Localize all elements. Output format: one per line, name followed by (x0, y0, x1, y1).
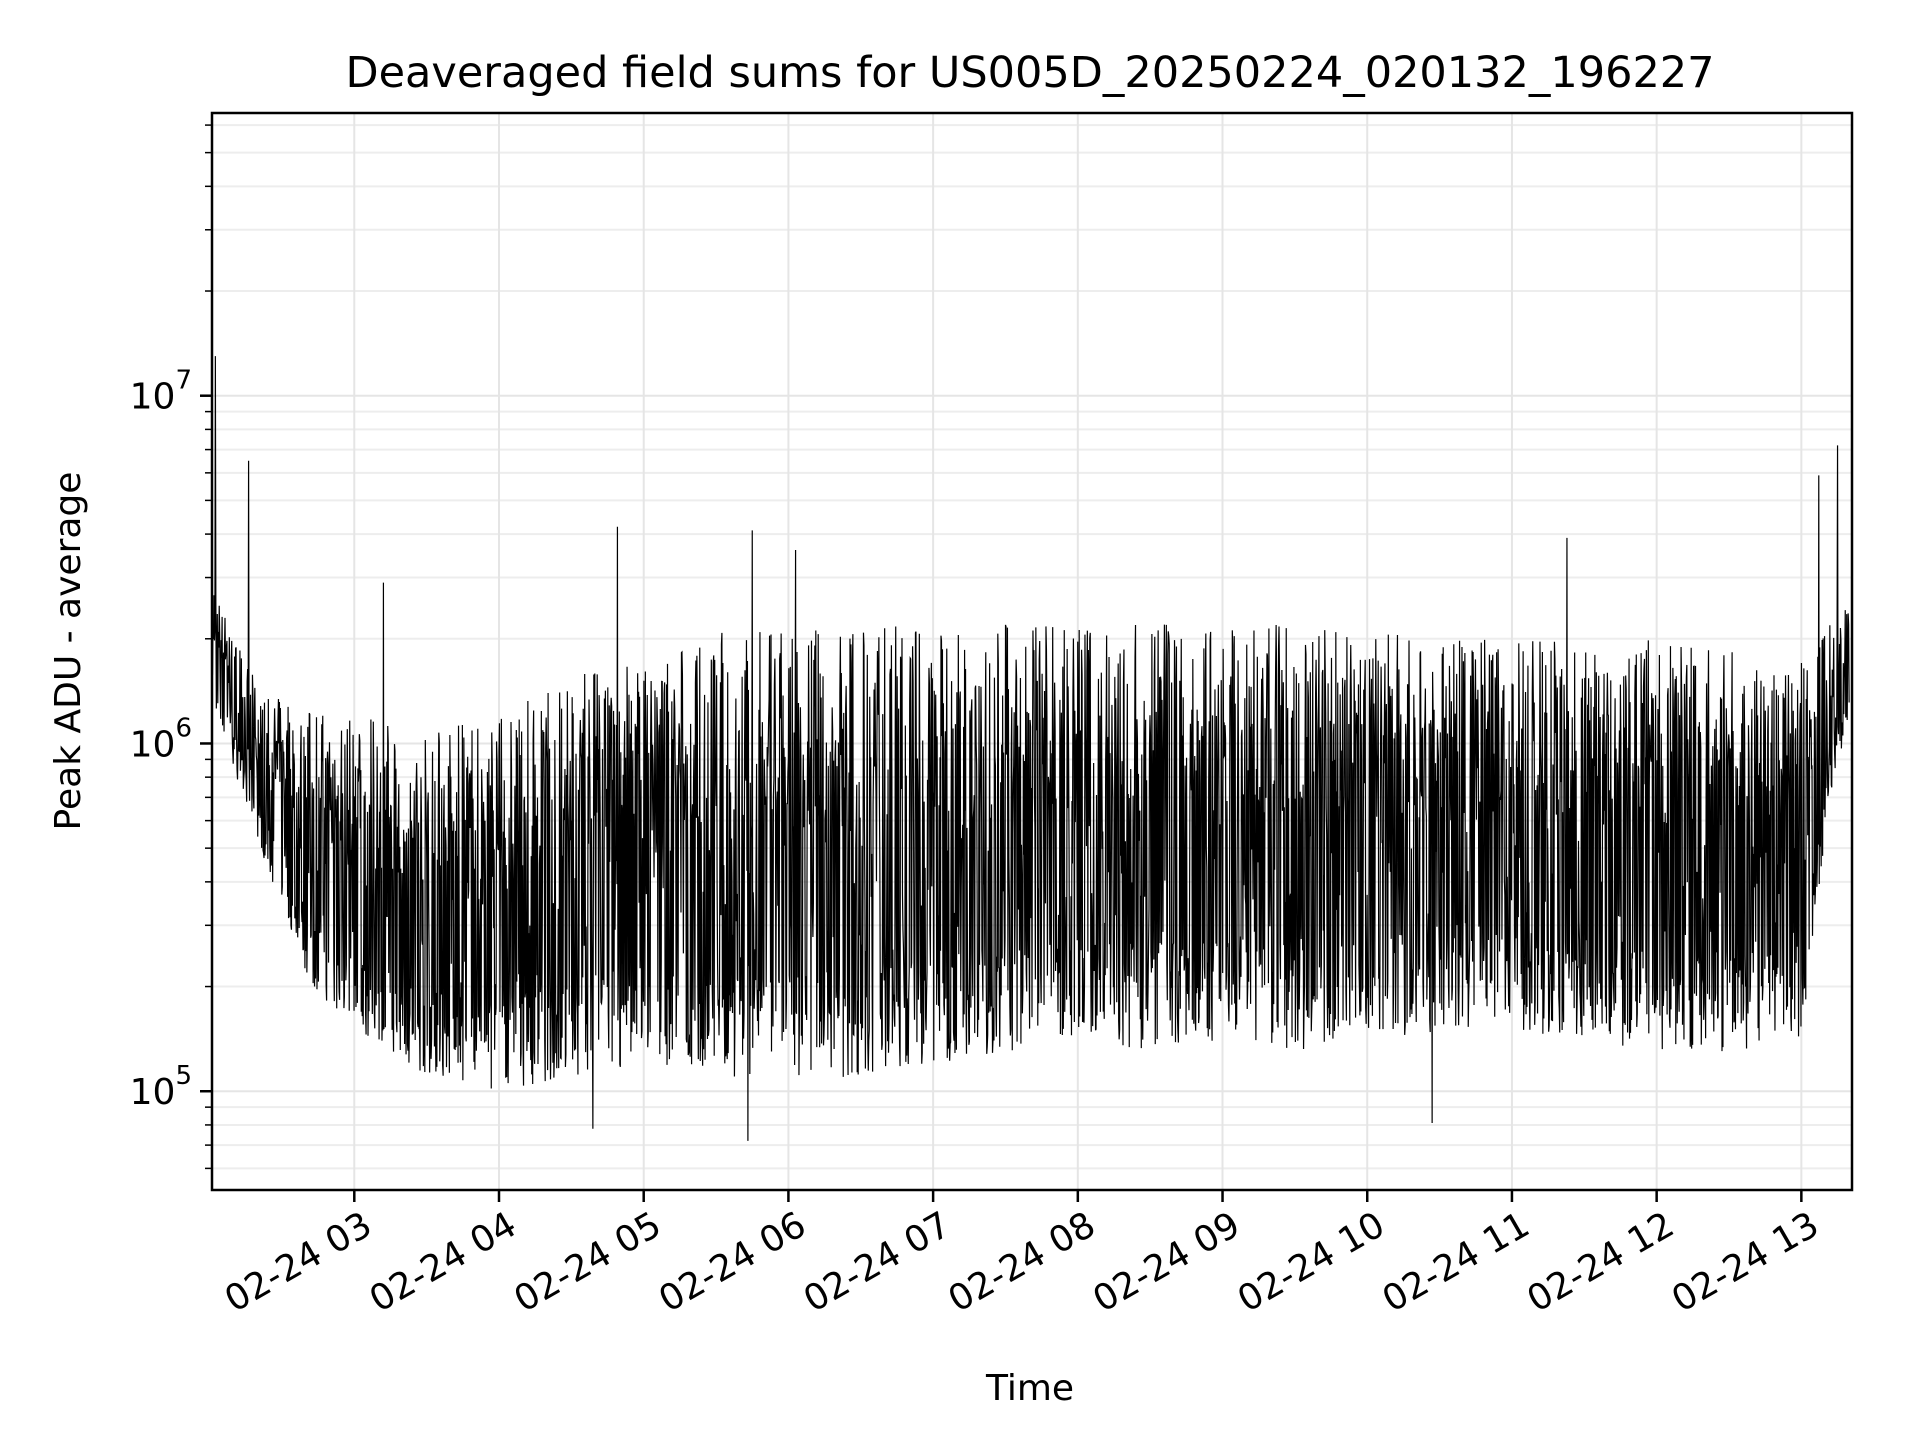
x-tick-label: 02-24 13 (1665, 1204, 1826, 1320)
x-tick-label: 02-24 05 (508, 1204, 669, 1320)
x-tick-label: 02-24 11 (1376, 1204, 1537, 1320)
x-tick-label: 02-24 04 (363, 1204, 524, 1320)
chart-title: Deaveraged field sums for US005D_2025022… (345, 48, 1714, 98)
y-tick-label: 107 (130, 366, 192, 418)
x-tick-label: 02-24 07 (797, 1204, 958, 1320)
plot-frame (210, 111, 1854, 1192)
x-tick-label: 02-24 12 (1520, 1204, 1681, 1320)
y-tick-label: 106 (130, 713, 192, 765)
x-tick-label: 02-24 03 (218, 1204, 379, 1320)
x-tick-label: 02-24 08 (942, 1204, 1103, 1320)
x-tick-label: 02-24 09 (1086, 1204, 1247, 1320)
series-line (211, 356, 1850, 1141)
x-tick-label: 02-24 06 (652, 1204, 813, 1320)
y-tick-label: 105 (130, 1061, 192, 1113)
data-series (211, 356, 1850, 1141)
y-axis: 105 106 107 (130, 124, 212, 1170)
y-axis-label: Peak ADU - average (48, 472, 89, 831)
x-axis-label: Time (985, 1368, 1074, 1409)
x-tick-label: 02-24 10 (1231, 1204, 1392, 1320)
